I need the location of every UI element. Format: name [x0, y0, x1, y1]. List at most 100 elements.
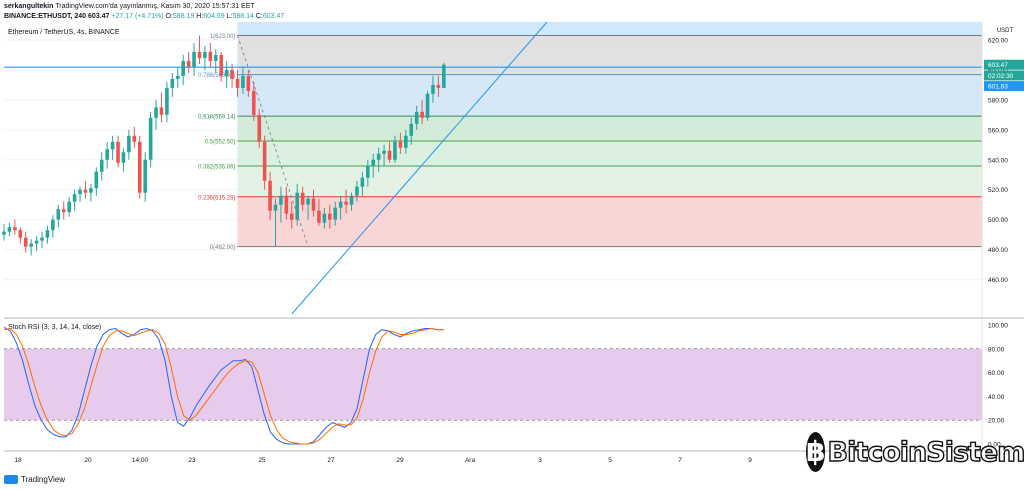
candle-body	[360, 177, 365, 187]
price-tick-label: 480.00	[988, 247, 1008, 254]
rsi-band	[4, 348, 982, 421]
candle-body	[2, 231, 6, 235]
candle-body	[355, 186, 359, 196]
time-tick-label: 14:00	[132, 457, 149, 464]
rsi-series-line	[3, 327, 444, 445]
candle-body	[89, 188, 93, 193]
candle-body	[436, 84, 441, 88]
candle-body	[246, 75, 251, 91]
price-tick-label: 520.00	[988, 187, 1008, 194]
candle-body	[251, 90, 256, 115]
low-label: L:	[226, 13, 233, 20]
candle-body	[371, 159, 376, 166]
time-tick-label: 9	[748, 457, 752, 464]
candle-body	[317, 210, 321, 223]
fib-anchor-line	[237, 35, 309, 247]
candle-body	[148, 117, 153, 160]
fib-zone	[237, 74, 983, 117]
candle-body	[45, 230, 50, 238]
candle-body	[306, 198, 310, 205]
time-tick-label: 25	[258, 457, 266, 464]
tradingview-logo-icon	[4, 475, 18, 484]
open-value: 588.19	[172, 13, 195, 20]
time-tick-label: 5	[608, 457, 612, 464]
candle-body	[99, 159, 104, 172]
price-tick-label: 540.00	[988, 157, 1008, 164]
fib-zone	[237, 165, 983, 197]
candle-body	[165, 87, 169, 115]
rsi-title: Stoch RSI (3, 3, 14, 14, close)	[8, 324, 101, 331]
candle-body	[273, 204, 278, 211]
candle-body	[208, 51, 213, 61]
rsi-tick-label: 20.00	[988, 418, 1005, 425]
candle-body	[284, 195, 289, 214]
fib-zone	[237, 35, 983, 75]
candle-body	[387, 150, 392, 160]
candle-body	[29, 243, 33, 247]
price-tick-label: 460.00	[988, 277, 1008, 284]
fib-level-label: 1(623.00)	[210, 34, 236, 40]
time-tick-label: 29	[396, 457, 404, 464]
candle-body	[132, 135, 137, 142]
candle-body	[289, 213, 294, 220]
candle-body	[143, 159, 147, 193]
candle-body	[213, 54, 218, 61]
candle-body	[121, 152, 126, 163]
candle-body	[295, 192, 300, 220]
fib-extension-zone	[237, 22, 983, 36]
candle-body	[83, 189, 88, 193]
rsi-tick-label: 80.00	[988, 346, 1005, 353]
candle-body	[34, 240, 39, 244]
candle-body	[279, 195, 283, 205]
symbol-label: BINANCE:ETHUSDT, 240	[4, 13, 87, 20]
candle-body	[235, 78, 240, 88]
rsi-tick-label: 0.00	[988, 442, 1001, 449]
candle-body	[23, 237, 28, 247]
price-badge-label: 601.83	[988, 84, 1008, 91]
candle-body	[13, 227, 17, 231]
candle-body	[257, 114, 262, 142]
price-tick-label: 620.00	[988, 37, 1008, 44]
candle-body	[262, 141, 267, 181]
price-badge-label: 02:02:30	[988, 73, 1014, 80]
publish-text: TradingView.com'da yayınlanmış, Kasım 30…	[55, 3, 255, 10]
trend-line	[291, 22, 548, 315]
rsi-tick-label: 100.00	[988, 322, 1008, 329]
fib-zone	[237, 116, 983, 142]
price-badge	[984, 59, 1024, 70]
rsi-tick-label: 40.00	[988, 394, 1005, 401]
candle-body	[159, 107, 164, 115]
price-chart[interactable]: 1(623.00) 0.786(596.87) 0.618(569.14) 0.5(5…	[0, 22, 1024, 472]
time-tick-label: 20	[84, 457, 92, 464]
candle-body	[382, 150, 386, 154]
fib-zone	[237, 196, 983, 247]
tradingview-logo[interactable]: TradingView	[4, 475, 65, 484]
rsi-tick-label: 60.00	[988, 370, 1005, 377]
price-tick-label: 560.00	[988, 127, 1008, 134]
watermark-logo: ฿ BitcoinSistemi	[806, 430, 1024, 474]
candle-body	[105, 149, 109, 160]
price-tick-label: 500.00	[988, 217, 1008, 224]
price-tick-label: 580.00	[988, 97, 1008, 104]
candle-body	[241, 75, 245, 88]
candle-body	[40, 237, 44, 241]
publish-info: serkangultekin TradingView.com'da yayınl…	[4, 2, 255, 11]
watermark-text: BitcoinSistemi	[827, 436, 1024, 468]
candle-body	[322, 213, 327, 223]
candle-body	[230, 69, 234, 79]
time-tick-label: 27	[327, 457, 335, 464]
candle-body	[18, 230, 23, 238]
candle-body	[56, 209, 61, 220]
candle-body	[197, 51, 202, 58]
candle-body	[300, 192, 305, 205]
candle-body	[311, 198, 316, 211]
fib-level-label: 0.5(552.50)	[205, 140, 236, 146]
ohlc-line: BINANCE:ETHUSDT, 240 603.47 +27.17 (+4.7…	[4, 12, 284, 21]
price-badge	[984, 70, 1024, 81]
candle-body	[192, 51, 196, 67]
candle-body	[376, 153, 381, 160]
author-name[interactable]: serkangultekin	[4, 3, 54, 10]
time-tick-label: 7	[678, 457, 682, 464]
candle-body	[344, 201, 348, 205]
candle-body	[181, 60, 185, 76]
